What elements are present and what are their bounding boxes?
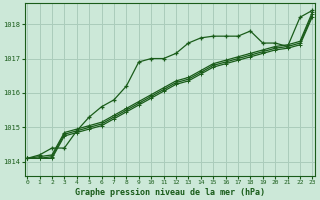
X-axis label: Graphe pression niveau de la mer (hPa): Graphe pression niveau de la mer (hPa) — [75, 188, 265, 197]
